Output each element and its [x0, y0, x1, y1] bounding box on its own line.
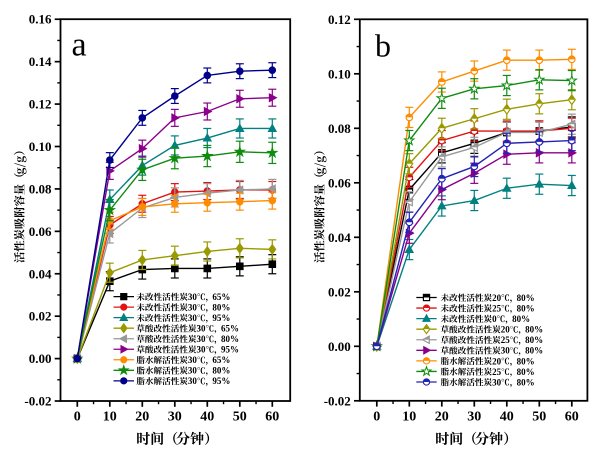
svg-text:60: 60 [265, 410, 279, 425]
svg-text:60: 60 [565, 409, 579, 424]
svg-text:0.08: 0.08 [29, 181, 52, 196]
svg-text:30: 30 [188, 366, 198, 376]
svg-text:-0.02: -0.02 [24, 394, 51, 409]
svg-text:80%: 80% [212, 366, 230, 376]
svg-text:80%: 80% [517, 367, 535, 377]
svg-text:80%: 80% [517, 303, 535, 313]
svg-text:0: 0 [74, 410, 81, 425]
svg-text:20: 20 [501, 325, 511, 335]
svg-text:80%: 80% [525, 346, 543, 356]
svg-text:20: 20 [135, 410, 149, 425]
svg-text:25: 25 [492, 367, 502, 377]
svg-text:10: 10 [402, 409, 416, 424]
svg-text:0.02: 0.02 [29, 309, 52, 324]
svg-text:95%: 95% [212, 313, 230, 323]
svg-text:50: 50 [532, 409, 546, 424]
svg-text:0.10: 0.10 [29, 139, 52, 154]
svg-text:20: 20 [435, 409, 449, 424]
svg-text:0: 0 [492, 314, 497, 324]
svg-text:0.04: 0.04 [29, 266, 52, 281]
svg-text:80%: 80% [517, 377, 535, 387]
svg-text:40: 40 [200, 410, 214, 425]
svg-text:80%: 80% [512, 314, 530, 324]
svg-text:80%: 80% [517, 293, 535, 303]
svg-text:30: 30 [501, 346, 511, 356]
svg-text:a: a [72, 27, 87, 64]
svg-text:80%: 80% [221, 334, 239, 344]
svg-text:30: 30 [168, 410, 182, 425]
svg-text:30: 30 [188, 292, 198, 302]
svg-text:0.00: 0.00 [29, 351, 52, 366]
svg-text:30: 30 [188, 303, 198, 313]
svg-text:40: 40 [500, 409, 514, 424]
svg-text:30: 30 [467, 409, 481, 424]
svg-text:25: 25 [492, 303, 502, 313]
svg-text:0.12: 0.12 [328, 12, 351, 27]
svg-text:50: 50 [233, 410, 247, 425]
svg-text:95%: 95% [212, 376, 230, 386]
svg-text:0.04: 0.04 [328, 230, 351, 245]
svg-text:0.06: 0.06 [29, 224, 52, 239]
svg-text:10: 10 [103, 410, 117, 425]
svg-text:95%: 95% [221, 345, 239, 355]
svg-text:0.16: 0.16 [29, 12, 52, 27]
svg-text:30: 30 [492, 377, 502, 387]
svg-text:25: 25 [501, 335, 511, 345]
svg-text:65%: 65% [212, 355, 230, 365]
svg-text:80%: 80% [525, 325, 543, 335]
svg-text:0: 0 [373, 409, 380, 424]
svg-text:20: 20 [492, 293, 502, 303]
svg-text:30: 30 [197, 334, 207, 344]
svg-text:0.10: 0.10 [328, 66, 351, 81]
svg-text:0.12: 0.12 [29, 97, 52, 112]
svg-text:80%: 80% [212, 303, 230, 313]
svg-text:-0.02: -0.02 [324, 393, 351, 408]
svg-text:30: 30 [188, 376, 198, 386]
svg-text:0.02: 0.02 [328, 284, 351, 299]
svg-text:65%: 65% [212, 292, 230, 302]
svg-text:30: 30 [197, 324, 207, 334]
svg-text:30: 30 [197, 345, 207, 355]
svg-text:0.08: 0.08 [328, 121, 351, 136]
svg-text:b: b [375, 28, 391, 64]
svg-text:0.06: 0.06 [328, 175, 351, 190]
svg-text:80%: 80% [525, 335, 543, 345]
svg-text:20: 20 [492, 356, 502, 366]
svg-text:0.14: 0.14 [29, 54, 52, 69]
svg-text:65%: 65% [221, 324, 239, 334]
svg-text:0.00: 0.00 [328, 339, 351, 354]
svg-text:30: 30 [188, 313, 198, 323]
svg-text:80%: 80% [517, 356, 535, 366]
svg-text:30: 30 [188, 355, 198, 365]
